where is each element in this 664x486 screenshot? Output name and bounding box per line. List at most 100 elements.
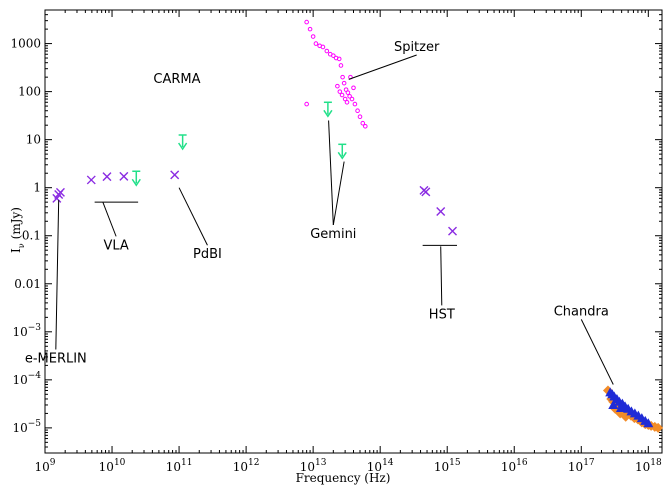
circle-point	[351, 85, 356, 91]
y-tick-label: 10−4	[12, 371, 41, 387]
annotation-label: VLA	[103, 238, 128, 253]
cross-point	[55, 187, 65, 197]
circle-point	[310, 34, 316, 39]
annotation-leader	[332, 161, 345, 226]
annotation-e-merlin: e-MERLIN	[25, 200, 87, 366]
circle-point	[352, 101, 358, 107]
x-tick-label: 1016	[501, 458, 528, 474]
annotation-leader	[328, 120, 334, 225]
triangle-point	[643, 418, 654, 428]
upper-limit-point	[178, 134, 188, 151]
annotation-label: Chandra	[554, 304, 609, 319]
circle-point	[335, 83, 340, 89]
limit-arrow	[337, 151, 347, 160]
upper-limit-point	[337, 143, 347, 160]
annotation-label: Spitzer	[394, 40, 440, 55]
upper-limit-point	[131, 170, 141, 187]
cross-point	[421, 187, 431, 197]
annotation-leader	[580, 319, 614, 385]
y-axis-title-subscript: ν	[17, 243, 26, 248]
annotation-leader	[440, 246, 443, 306]
circle-point	[339, 92, 345, 98]
x-axis-title: Frequency (Hz)	[296, 471, 391, 485]
x-tick-label: 1014	[367, 458, 394, 474]
limit-arrow	[323, 109, 333, 118]
y-tick-label: 0.1	[22, 229, 41, 243]
circle-point	[320, 44, 326, 50]
y-axis-title: Iν (mJy)	[9, 207, 26, 253]
cross-point	[448, 226, 458, 236]
x-tick-label: 1018	[635, 458, 662, 474]
cross-point	[86, 175, 96, 185]
circle-point	[331, 53, 336, 58]
cross-point	[170, 170, 180, 180]
y-tick-label: 1	[33, 181, 41, 195]
y-tick-label: 0.01	[14, 277, 41, 291]
cross-stroke	[119, 171, 129, 181]
circle-point	[360, 120, 366, 126]
y-tick-label: 100	[18, 85, 41, 99]
circle-point	[304, 101, 309, 107]
circle-point	[357, 114, 363, 120]
circle-point	[342, 96, 348, 102]
upper-limit-point	[323, 101, 333, 118]
triangle-point	[615, 402, 626, 412]
cross-point	[436, 206, 446, 216]
cross-point	[102, 172, 112, 182]
cross-stroke	[102, 172, 112, 182]
annotation-label: HST	[429, 307, 455, 322]
x-tick-label: 1013	[300, 458, 327, 474]
triangle-point	[608, 399, 619, 409]
limit-arrow	[131, 178, 141, 187]
circle-point	[304, 19, 309, 25]
cross-stroke	[448, 226, 458, 236]
limit-arrow	[178, 142, 188, 151]
cross-stroke	[421, 187, 431, 197]
annotation-label: Gemini	[310, 227, 356, 242]
circle-point	[345, 90, 351, 95]
annotation-vla: VLA	[102, 201, 129, 253]
x-tick-label: 1015	[434, 458, 461, 474]
y-tick-label: 10−5	[12, 419, 41, 435]
cross-point	[119, 171, 129, 181]
circle-point	[347, 93, 352, 99]
circle-point	[324, 48, 330, 54]
axis-ticks: 109 1010 1011 1012 1013 1014 1015 1016 1017 1018 1…	[10, 9, 662, 474]
annotation-leader	[178, 187, 208, 246]
cross-stroke	[436, 206, 446, 216]
circle-point	[355, 108, 360, 114]
circle-point	[340, 74, 345, 80]
x-tick-label: 1011	[166, 458, 193, 474]
x-tick-label: 1017	[568, 458, 595, 474]
annotation-leader	[55, 200, 60, 350]
annotation-label: PdBI	[193, 247, 222, 262]
circle-point	[336, 56, 342, 62]
annotations: e-MERLIN VLA CARMA PdBI Spitzer Gemini HST Chan…	[25, 40, 614, 385]
annotation-hst: HST	[429, 246, 455, 322]
cross-stroke	[170, 170, 180, 180]
x-tick-label: 1012	[233, 458, 260, 474]
annotation-chandra: Chandra	[554, 304, 614, 385]
circle-point	[338, 63, 344, 68]
circle-point	[349, 96, 355, 102]
circle-point	[307, 26, 313, 32]
y-tick-label: 1000	[10, 37, 41, 51]
y-axis-title-unit: (mJy)	[9, 207, 23, 239]
annotation-pdbi: PdBI	[178, 187, 222, 262]
annotation-label: e-MERLIN	[25, 351, 87, 366]
circle-point	[313, 41, 319, 46]
cross-stroke	[86, 175, 96, 185]
annotation-leader	[348, 54, 417, 80]
annotation-label: CARMA	[153, 72, 200, 87]
x-tick-label: 109	[34, 458, 55, 474]
annotation-gemini: Gemini	[310, 120, 356, 242]
y-tick-label: 10−3	[12, 323, 41, 339]
circle-point	[341, 80, 347, 86]
circle-point	[344, 99, 350, 105]
diamond-point	[653, 422, 664, 433]
circle-point	[363, 123, 368, 129]
x-tick-label: 1010	[99, 458, 126, 474]
y-axis-title-main: I	[9, 248, 23, 253]
y-tick-label: 10	[26, 133, 41, 147]
